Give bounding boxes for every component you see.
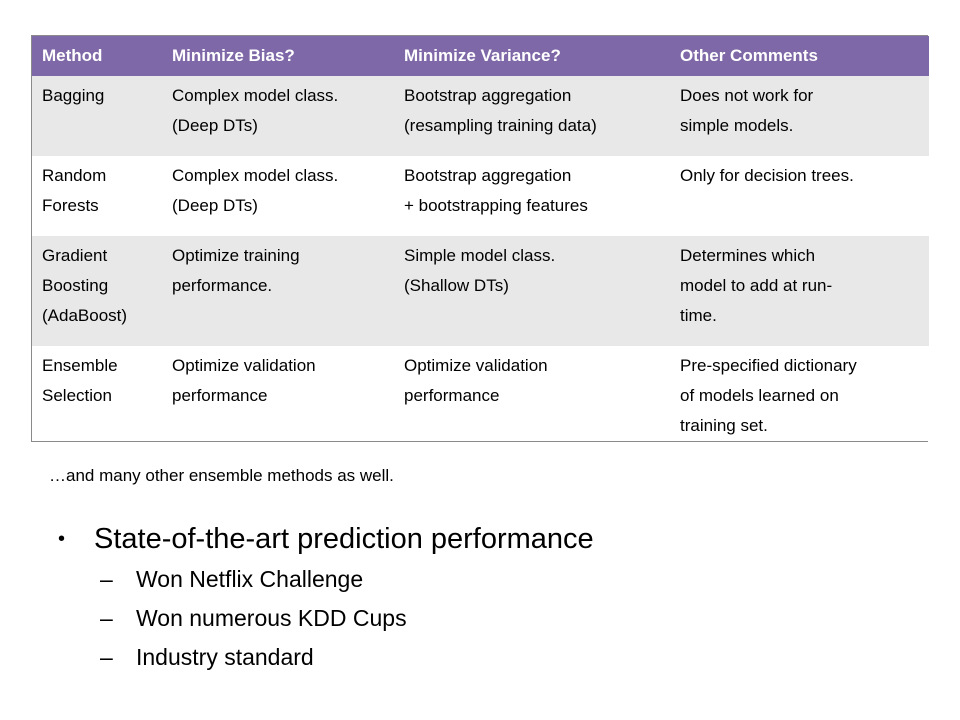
cell-line: of models learned on	[680, 386, 839, 405]
bullet-item-main: • State-of-the-art prediction performanc…	[58, 518, 594, 560]
cell-line: Complex model class.	[172, 166, 339, 185]
sub-bullet-item: – Industry standard	[100, 638, 594, 677]
ensemble-methods-table: Method Minimize Bias? Minimize Variance?…	[31, 35, 929, 442]
cell-line: time.	[680, 306, 717, 325]
cell-line: (resampling training data)	[404, 116, 597, 135]
cell-comments: Determines which model to add at run- ti…	[670, 236, 929, 346]
cell-variance: Bootstrap aggregation (resampling traini…	[394, 76, 670, 156]
cell-line: training set.	[680, 416, 768, 435]
header-minimize-bias: Minimize Bias?	[162, 36, 394, 76]
cell-line: (Deep DTs)	[172, 196, 258, 215]
cell-line: Random	[42, 166, 107, 185]
cell-bias: Optimize validation performance	[162, 346, 394, 441]
cell-line: Simple model class.	[404, 246, 556, 265]
sub-bullet-text: Industry standard	[136, 644, 314, 670]
table-row: Gradient Boosting (AdaBoost) Optimize tr…	[32, 236, 929, 346]
cell-line: Optimize validation	[172, 356, 316, 375]
cell-line: model to add at run-	[680, 276, 833, 295]
cell-line: performance	[172, 386, 268, 405]
cell-line: performance	[404, 386, 500, 405]
cell-variance: Optimize validation performance	[394, 346, 670, 441]
cell-line: Bootstrap aggregation	[404, 86, 572, 105]
table-footnote: …and many other ensemble methods as well…	[49, 466, 394, 485]
cell-comments: Only for decision trees.	[670, 156, 929, 236]
cell-comments: Does not work for simple models.	[670, 76, 929, 156]
sub-bullet-item: – Won numerous KDD Cups	[100, 599, 594, 638]
cell-line: Optimize training	[172, 246, 300, 265]
cell-line: (Shallow DTs)	[404, 276, 509, 295]
cell-line: Bootstrap aggregation	[404, 166, 572, 185]
bullet-list: • State-of-the-art prediction performanc…	[58, 518, 594, 677]
cell-method: Gradient Boosting (AdaBoost)	[32, 236, 162, 346]
cell-method: Random Forests	[32, 156, 162, 236]
comparison-table: Method Minimize Bias? Minimize Variance?…	[32, 36, 929, 441]
cell-variance: Simple model class. (Shallow DTs)	[394, 236, 670, 346]
sub-bullet-text: Won numerous KDD Cups	[136, 605, 407, 631]
cell-bias: Optimize training performance.	[162, 236, 394, 346]
header-method: Method	[32, 36, 162, 76]
cell-line: (Deep DTs)	[172, 116, 258, 135]
cell-bias: Complex model class. (Deep DTs)	[162, 76, 394, 156]
cell-variance: Bootstrap aggregation + bootstrapping fe…	[394, 156, 670, 236]
cell-line: Boosting	[42, 276, 109, 295]
dash-icon: –	[100, 605, 113, 631]
cell-bias: Complex model class. (Deep DTs)	[162, 156, 394, 236]
header-minimize-variance: Minimize Variance?	[394, 36, 670, 76]
cell-comments: Pre-specified dictionary of models learn…	[670, 346, 929, 441]
cell-line: Optimize validation	[404, 356, 548, 375]
cell-line: Does not work for	[680, 86, 814, 105]
cell-line: Ensemble	[42, 356, 118, 375]
cell-line: Pre-specified dictionary	[680, 356, 857, 375]
cell-line: performance.	[172, 276, 273, 295]
table-row: Random Forests Complex model class. (Dee…	[32, 156, 929, 236]
table-row: Bagging Complex model class. (Deep DTs) …	[32, 76, 929, 156]
cell-line: Forests	[42, 196, 99, 215]
cell-line: + bootstrapping features	[404, 196, 588, 215]
cell-line: Gradient	[42, 246, 108, 265]
cell-line: (AdaBoost)	[42, 306, 128, 325]
dash-icon: –	[100, 566, 113, 592]
bullet-text: State-of-the-art prediction performance	[94, 522, 594, 555]
cell-line: Only for decision trees.	[680, 166, 854, 185]
cell-line: simple models.	[680, 116, 794, 135]
dash-icon: –	[100, 644, 113, 670]
cell-method: Bagging	[32, 76, 162, 156]
cell-line: Complex model class.	[172, 86, 339, 105]
cell-line: Selection	[42, 386, 112, 405]
table-row: Ensemble Selection Optimize validation p…	[32, 346, 929, 441]
table-header-row: Method Minimize Bias? Minimize Variance?…	[32, 36, 929, 76]
cell-line: Determines which	[680, 246, 816, 265]
cell-method: Ensemble Selection	[32, 346, 162, 441]
header-other-comments: Other Comments	[670, 36, 929, 76]
cell-line: Bagging	[42, 86, 105, 105]
sub-bullet-item: – Won Netflix Challenge	[100, 560, 594, 599]
bullet-icon: •	[58, 527, 66, 550]
sub-bullet-text: Won Netflix Challenge	[136, 566, 364, 592]
